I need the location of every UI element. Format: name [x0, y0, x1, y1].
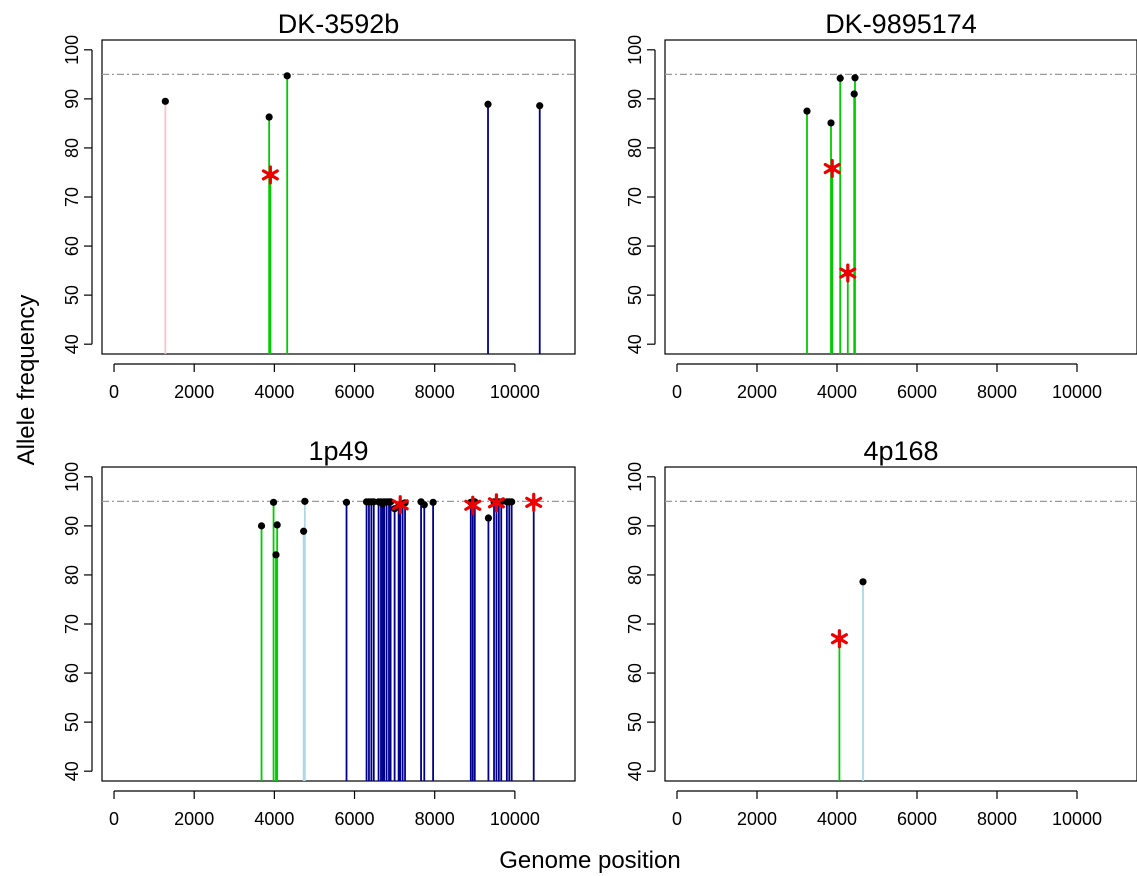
- x-tick-label: 8000: [977, 382, 1017, 402]
- x-tick-label: 8000: [415, 382, 455, 402]
- star-marker: [261, 165, 279, 185]
- y-tick-label: 60: [62, 236, 82, 256]
- x-tick-label: 6000: [897, 809, 937, 829]
- lollipop-point: [283, 72, 291, 80]
- y-tick-label: 40: [625, 334, 645, 354]
- star-marker: [525, 492, 543, 512]
- x-tick-label: 10000: [490, 382, 540, 402]
- y-tick-label: 90: [625, 89, 645, 109]
- y-tick-label: 100: [62, 35, 82, 65]
- x-tick-label: 4000: [254, 382, 294, 402]
- x-tick-label: 2000: [174, 382, 214, 402]
- y-tick-label: 100: [62, 462, 82, 492]
- y-tick-label: 90: [625, 516, 645, 536]
- panel-title: DK-9895174: [825, 9, 977, 39]
- lollipop-point: [859, 578, 867, 586]
- y-tick-label: 50: [625, 285, 645, 305]
- lollipop-point: [484, 100, 492, 108]
- lollipop-point: [850, 90, 858, 98]
- y-tick-label: 50: [62, 712, 82, 732]
- panel-title: DK-3592b: [278, 9, 400, 39]
- lollipop-point: [269, 498, 278, 506]
- plot-frame: [664, 466, 1137, 782]
- panel: DK-9895174 0 2000 4000 6000 8000 10000 40 50 60 70…: [625, 9, 1137, 402]
- x-tick-label: 6000: [897, 382, 937, 402]
- x-tick-label: 6000: [335, 809, 375, 829]
- lollipop-point: [836, 74, 844, 82]
- x-tick-label: 4000: [254, 809, 294, 829]
- y-axis-title: Allele frequency: [13, 295, 40, 466]
- x-tick-label: 8000: [415, 809, 455, 829]
- y-tick-label: 70: [625, 614, 645, 634]
- star-marker: [830, 629, 848, 649]
- x-tick-label: 2000: [737, 382, 777, 402]
- lollipop-point: [265, 113, 273, 121]
- x-tick-label: 4000: [817, 382, 857, 402]
- y-tick-label: 70: [625, 187, 645, 207]
- lollipop-point: [851, 74, 859, 82]
- star-marker: [823, 158, 841, 179]
- x-tick-label: 2000: [174, 809, 214, 829]
- x-tick-label: 0: [109, 382, 119, 402]
- x-tick-label: 0: [672, 382, 682, 402]
- y-tick-label: 50: [62, 285, 82, 305]
- plot-frame: [101, 466, 576, 782]
- x-tick-label: 2000: [737, 809, 777, 829]
- y-tick-label: 80: [62, 138, 82, 158]
- star-marker: [391, 495, 409, 515]
- lollipop-point: [827, 119, 835, 127]
- x-tick-label: 6000: [335, 382, 375, 402]
- y-tick-label: 60: [625, 236, 645, 256]
- x-tick-label: 8000: [977, 809, 1017, 829]
- panel-title: 4p168: [863, 436, 938, 466]
- plot-frame: [664, 39, 1137, 355]
- panel: 4p168 0 2000 4000 6000 8000 10000 40 50 60 70 80 90 1…: [625, 436, 1137, 829]
- star-marker: [839, 263, 857, 283]
- y-tick-label: 60: [62, 663, 82, 683]
- lollipop-point: [273, 521, 281, 529]
- x-tick-label: 10000: [490, 809, 540, 829]
- y-tick-label: 40: [62, 761, 82, 781]
- y-tick-label: 80: [625, 138, 645, 158]
- y-tick-label: 80: [62, 565, 82, 585]
- plot-frame: [101, 39, 576, 355]
- lollipop-point: [257, 522, 266, 530]
- y-tick-label: 80: [625, 565, 645, 585]
- lollipop-point: [429, 498, 437, 506]
- x-tick-label: 10000: [1052, 382, 1102, 402]
- panel: DK-3592b 0 2000 4000 6000 8000 10000 40 50 60 70 80…: [62, 9, 576, 402]
- lollipop-point: [484, 514, 493, 522]
- x-tick-label: 0: [109, 809, 119, 829]
- lollipop-point: [342, 498, 351, 506]
- y-tick-label: 90: [62, 89, 82, 109]
- y-tick-label: 100: [625, 462, 645, 492]
- y-tick-label: 70: [62, 614, 82, 634]
- x-tick-label: 10000: [1052, 809, 1102, 829]
- star-marker: [464, 495, 482, 515]
- lollipop-point: [300, 527, 308, 535]
- y-tick-label: 60: [625, 663, 645, 683]
- lollipop-point: [161, 97, 169, 105]
- lollipop-point: [536, 102, 544, 110]
- lollipop-point: [803, 107, 811, 115]
- star-marker: [487, 493, 505, 513]
- lollipop-point: [301, 497, 309, 505]
- y-tick-label: 100: [625, 35, 645, 65]
- lollipop-point: [420, 501, 428, 509]
- y-tick-label: 70: [62, 187, 82, 207]
- y-tick-label: 40: [625, 761, 645, 781]
- lollipop-point: [508, 498, 516, 506]
- lollipop-point: [272, 551, 280, 559]
- panel-title: 1p49: [308, 436, 368, 466]
- x-tick-label: 0: [672, 809, 682, 829]
- x-axis-title: Genome position: [499, 847, 680, 874]
- panel: 1p49 0 2000 4000 6000 8000 10000 40 50 60 70 80 90 10…: [62, 436, 576, 829]
- x-tick-label: 4000: [817, 809, 857, 829]
- y-tick-label: 40: [62, 334, 82, 354]
- y-tick-label: 50: [625, 712, 645, 732]
- y-tick-label: 90: [62, 516, 82, 536]
